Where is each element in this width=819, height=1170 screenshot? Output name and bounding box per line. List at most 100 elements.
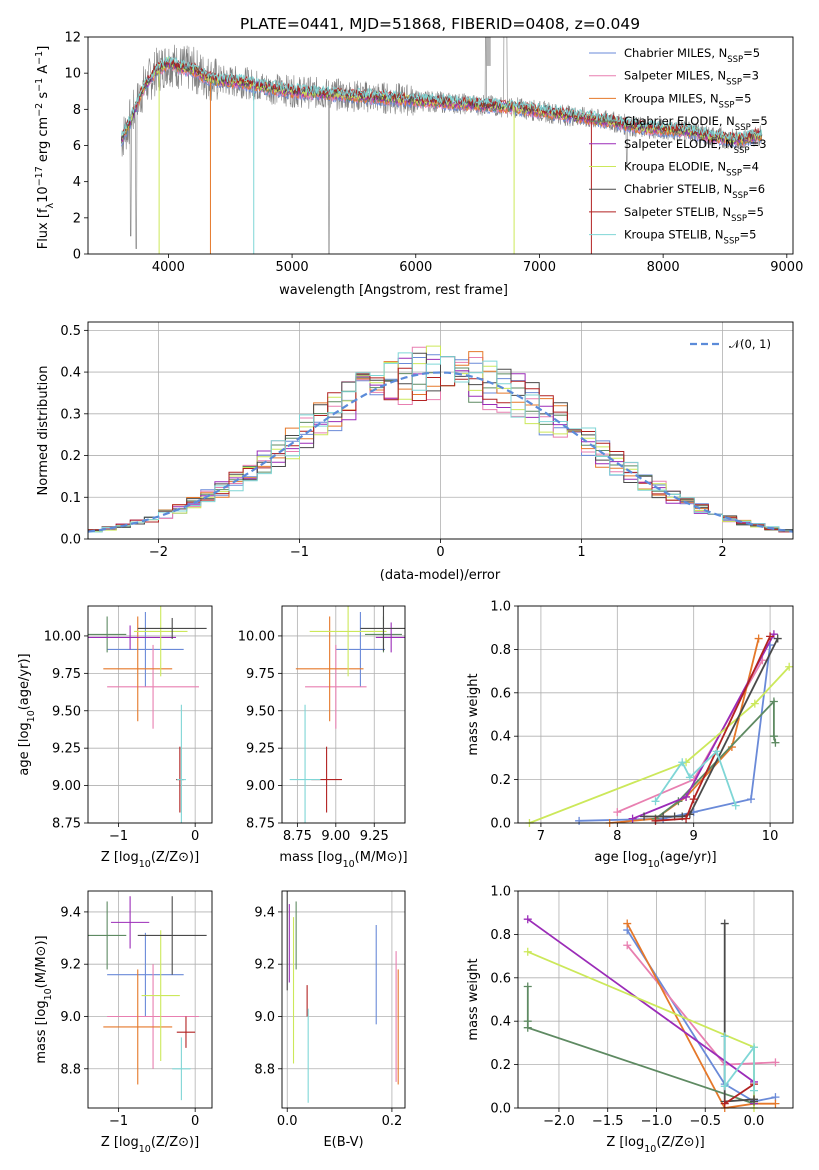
legend-value: =6 [748,182,765,196]
y-tick-label: 6 [73,139,81,154]
x-axis-label: Z [log10(Z/Z⊙)] [101,1135,199,1155]
chabrier-stelib-weight-marker [720,919,729,928]
legend-entry: Salpeter STELIB, NSSP=5 [624,205,764,224]
kroupa-elodie-weight-marker [785,662,794,671]
salpeter-miles-weight-marker [623,941,632,950]
x-tick-label: −1.0 [641,1114,673,1129]
y-tick-label: 0.6 [490,686,511,701]
kroupa-stelib-weight-marker [720,1032,729,1041]
salpeter-stelib-weight-marker [651,816,660,825]
normal-distribution-curve [88,371,793,533]
x-axis-label: Z [log10(Z/Z⊙)] [606,1135,704,1155]
y-tick-label: 9.25 [246,742,275,757]
salpeter-stelib-weight-line [655,636,771,822]
legend-text: Chabrier STELIB, N [624,182,732,196]
label-part: Z [log [101,850,139,865]
x-axis-label: mass [log10(M/M⊙)] [279,850,407,870]
chabrier-elodie-weight-line [526,986,755,1105]
y-tick-label: 10 [64,67,81,82]
y-tick-label: 0.6 [490,971,511,986]
legend-text: Salpeter ELODIE, N [624,137,734,151]
x-tick-label: 9 [690,829,698,844]
label-part: )] [397,850,407,865]
label-part: age [log [594,850,647,865]
legend-text: Kroupa ELODIE, N [624,160,726,174]
label-part: (Z/Z [151,850,178,865]
y-tick-label: 8.8 [60,1062,81,1077]
x-axis-label: E(B-V) [323,1135,363,1150]
legend-subscript: SSP [731,214,747,224]
legend-text: Chabrier MILES, N [624,46,727,60]
chabrier-stelib-weight-marker [640,812,649,821]
salpeter-elodie-weight-marker [523,915,532,924]
x-tick-label: 8000 [647,260,680,275]
y-tick-label: 0.3 [60,407,81,422]
plot-frame [517,890,794,1109]
y-tick-label: 1.0 [490,600,511,615]
x-tick-label: 9.25 [360,829,389,844]
plot-frame [281,605,406,824]
y-tick-label: 0.0 [490,1102,511,1117]
residuals-histogram-panel: −2 −1 0 1 2 0.0 0.1 0.2 0.3 0.4 0.5 𝒩(0, 1) (data-mo… [36,321,794,583]
chabrier-stelib-weight-marker [659,812,668,821]
y-axis-label: mass weight [466,673,481,755]
chabrier-elodie-weight-marker [769,697,778,706]
y-tick-label: 9.25 [52,742,81,757]
kroupa-stelib-weight-marker [651,797,660,806]
label-part: 10 [139,1144,151,1155]
y-tick-label: 9.0 [254,1010,275,1025]
y-axis-label: mass weight [466,958,481,1040]
kroupa-miles-weight-marker [754,634,763,643]
label-part: 10 [36,186,51,203]
salpeter-stelib-weight-line [724,1083,755,1105]
y-tick-label: 9.00 [52,779,81,794]
y-axis-label: age [log10(age/yr)] [17,653,37,775]
y-tick-label: 9.75 [246,667,275,682]
y-tick-label: 0.8 [490,928,511,943]
legend-entry: Kroupa MILES, NSSP=5 [624,91,751,110]
figure-title: PLATE=0441, MJD=51868, FIBERID=0408, z=0… [240,15,640,33]
legend-text: Chabrier ELODIE, N [624,114,735,128]
legend-value: =5 [739,228,756,242]
y-axis-label: Normed distribution [36,366,51,496]
y-tick-label: 0.4 [60,366,81,381]
legend-text: Kroupa MILES, N [624,91,719,105]
label-part: Z [log [101,1135,139,1150]
label-part: ⊙ [34,946,49,957]
legend-value: =5 [743,46,760,60]
label-part: )] [189,1135,199,1150]
legend-entry: Chabrier MILES, NSSP=5 [624,46,760,65]
x-tick-label: 0 [191,829,199,844]
salpeter-elodie-weight-marker [682,792,691,801]
mass-vs-metallicity-panel: −1 08.89.09.29.4Z [log10(Z/Z⊙)]mass [log1… [34,890,213,1155]
y-tick-label: 8.8 [254,1062,275,1077]
label-part: λ [45,202,56,208]
label-part: (M/M [34,956,49,988]
legend-entry: Kroupa ELODIE, NSSP=4 [624,160,759,179]
chabrier-stelib-weight-marker [773,634,782,643]
y-tick-label: 10.00 [238,629,275,644]
y-tick-label: 0.2 [490,773,511,788]
x-tick-label: 4000 [152,260,185,275]
kroupa-stelib-weight-marker [720,1082,729,1091]
y-tick-label: 0.4 [490,730,511,745]
label-part: (age/yr)] [17,653,32,710]
chabrier-miles-weight-line [626,929,776,1103]
y-tick-label: 8 [73,103,81,118]
kroupa-elodie-weight-marker [750,699,759,708]
kroupa-elodie-weight-marker [523,947,532,956]
x-tick-label: −1.5 [592,1114,624,1129]
label-part: )] [189,850,199,865]
y-tick-label: 9.50 [246,704,275,719]
x-tick-label: 0.2 [382,1114,403,1129]
legend-entry: Chabrier ELODIE, NSSP=5 [624,114,768,133]
plot-frame [87,605,213,824]
legend-entry: Kroupa STELIB, NSSP=5 [624,228,756,247]
label-part: −1 [34,78,45,92]
spectrum-panel: 4000 5000 6000 7000 8000 9000 0 2 4 6 8 10 12 wavelen… [34,31,804,299]
y-tick-label: 9.4 [60,905,81,920]
kroupa-stelib-weight-marker [749,1086,758,1095]
